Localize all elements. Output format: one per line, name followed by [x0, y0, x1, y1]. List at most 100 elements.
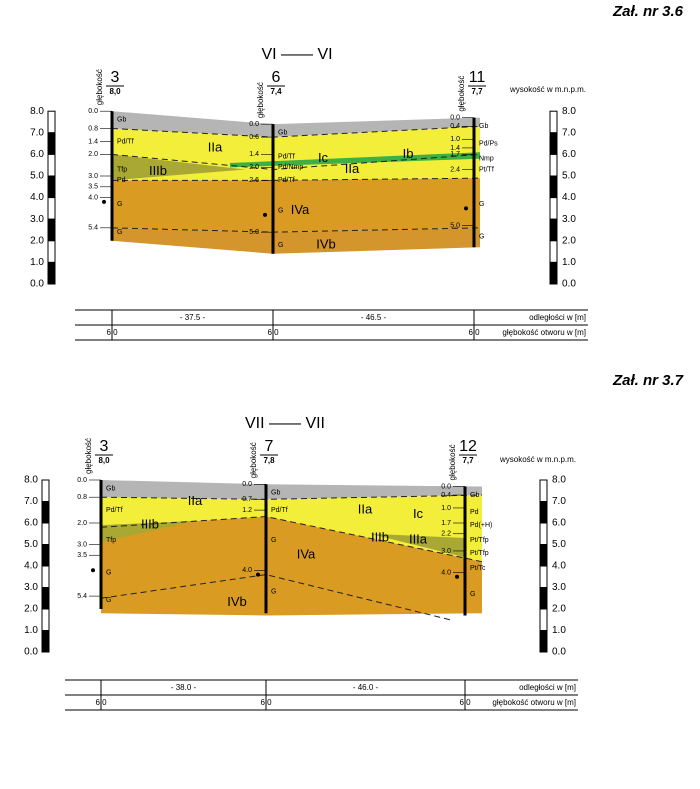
scale-segment	[539, 522, 548, 545]
soil-label: Gb	[271, 490, 280, 497]
scale-label: 5.0	[562, 171, 576, 182]
soil-layer	[370, 533, 465, 558]
depth-label: 5.0	[249, 229, 259, 236]
scale-segment	[41, 587, 50, 610]
scale-segment	[41, 501, 50, 524]
depth-label: 3.0	[88, 173, 98, 180]
bore-depth-label: głębokość otworu w [m]	[492, 698, 576, 707]
scale-segment	[539, 565, 548, 588]
borehole-number: 3	[111, 69, 120, 86]
scale-segment	[539, 630, 548, 653]
borehole-elevation: 7,7	[471, 87, 483, 96]
scale-label: 1.0	[24, 625, 38, 636]
scale-label: 3.0	[562, 214, 576, 225]
scale-segment	[549, 197, 558, 220]
depth-label: 5.0	[450, 223, 460, 230]
soil-label: Gb	[479, 123, 488, 130]
distance: - 46.0 -	[353, 683, 379, 692]
depth-label: 0.0	[450, 115, 460, 122]
depth-label: 5.4	[88, 225, 98, 232]
scale-label: 3.0	[30, 214, 44, 225]
layer-label: Ic	[318, 150, 329, 165]
depth-caption: głębokość	[84, 438, 93, 474]
soil-label: Pd	[117, 177, 126, 184]
layer-label: IVa	[297, 547, 316, 562]
scale-label: 1.0	[30, 257, 44, 268]
section-title: VI —— VI	[261, 46, 332, 63]
scale-segment	[549, 153, 558, 177]
distance-label: odległości w [m]	[529, 313, 586, 322]
depth-label: 0.0	[88, 108, 98, 115]
section-title: VII —— VII	[245, 415, 325, 432]
layer-label: IIa	[358, 502, 373, 517]
scale-segment	[41, 522, 50, 545]
scale-label: 4.0	[30, 192, 44, 203]
scale-label: 8.0	[562, 106, 576, 117]
borehole-elevation: 7,7	[462, 456, 474, 465]
scale-label: 0.0	[562, 279, 576, 290]
scale-label: 4.0	[24, 561, 38, 572]
bore-depth: 6,0	[106, 328, 118, 337]
layer-label: IIIb	[149, 163, 167, 178]
depth-label: 4.0	[88, 194, 98, 201]
scale-label: 7.0	[30, 127, 44, 138]
sample	[455, 574, 459, 579]
depth-label: 1.4	[88, 138, 98, 145]
layer-label: IIa	[208, 139, 223, 154]
scale-label: 5.0	[30, 171, 44, 182]
scale-segment	[47, 218, 56, 242]
layer-label: IVb	[316, 237, 336, 252]
scale-label: 0.0	[30, 279, 44, 290]
soil-layer	[112, 178, 480, 233]
soil-label: Pt/Tf	[479, 166, 494, 173]
depth-label: 0.4	[441, 492, 451, 499]
distance: - 38.0 -	[171, 683, 197, 692]
elevation-label: wysokość w m.n.p.m.	[509, 85, 586, 94]
layer-boundary	[100, 574, 451, 621]
distance-label: odległości w [m]	[519, 683, 576, 692]
depth-caption: głębokość	[457, 76, 466, 112]
scale-label: 4.0	[552, 561, 566, 572]
sample	[263, 212, 267, 217]
soil-label: G	[470, 591, 475, 598]
layer-label: Ib	[403, 146, 414, 161]
depth-label: 0.0	[441, 483, 451, 490]
sample	[91, 568, 95, 573]
scale-label: 7.0	[562, 127, 576, 138]
scale-label: 6.0	[24, 518, 38, 529]
borehole-number: 3	[100, 438, 109, 455]
depth-caption: głębokość	[256, 82, 265, 118]
scale-label: 4.0	[562, 192, 576, 203]
scale-label: 5.0	[24, 539, 38, 550]
soil-label: Gb	[117, 117, 126, 124]
scale-segment	[539, 544, 548, 567]
depth-label: 0.8	[88, 125, 98, 132]
layer-label: IIIb	[141, 517, 159, 532]
depth-label: 3.5	[88, 184, 98, 191]
soil-label: Tfp	[117, 166, 127, 173]
scale-segment	[549, 175, 558, 199]
scale-label: 6.0	[562, 149, 576, 160]
scale-label: 0.0	[24, 647, 38, 658]
soil-layer	[101, 495, 482, 562]
soil-label: Gb	[470, 492, 479, 499]
depth-caption: głębokość	[95, 69, 104, 105]
soil-label: G	[271, 589, 276, 596]
soil-label: Pd/Tf	[278, 153, 295, 160]
scale-segment	[47, 153, 56, 177]
borehole-elevation: 8,0	[98, 456, 110, 465]
scale-segment	[41, 544, 50, 567]
depth-label: 1.4	[249, 151, 259, 158]
borehole-number: 11	[469, 69, 486, 86]
depth-label: 0.0	[249, 121, 259, 128]
scale-label: 8.0	[24, 475, 38, 486]
layer-label: IVa	[291, 202, 310, 217]
scale-label: 7.0	[24, 496, 38, 507]
depth-label: 4.0	[242, 567, 252, 574]
depth-label: 3.5	[77, 552, 87, 559]
sample	[256, 572, 260, 577]
scale-segment	[47, 175, 56, 199]
depth-label: 2.6	[249, 177, 259, 184]
bore-depth: 6,0	[468, 328, 480, 337]
soil-label: Pd/Ps	[479, 140, 498, 147]
